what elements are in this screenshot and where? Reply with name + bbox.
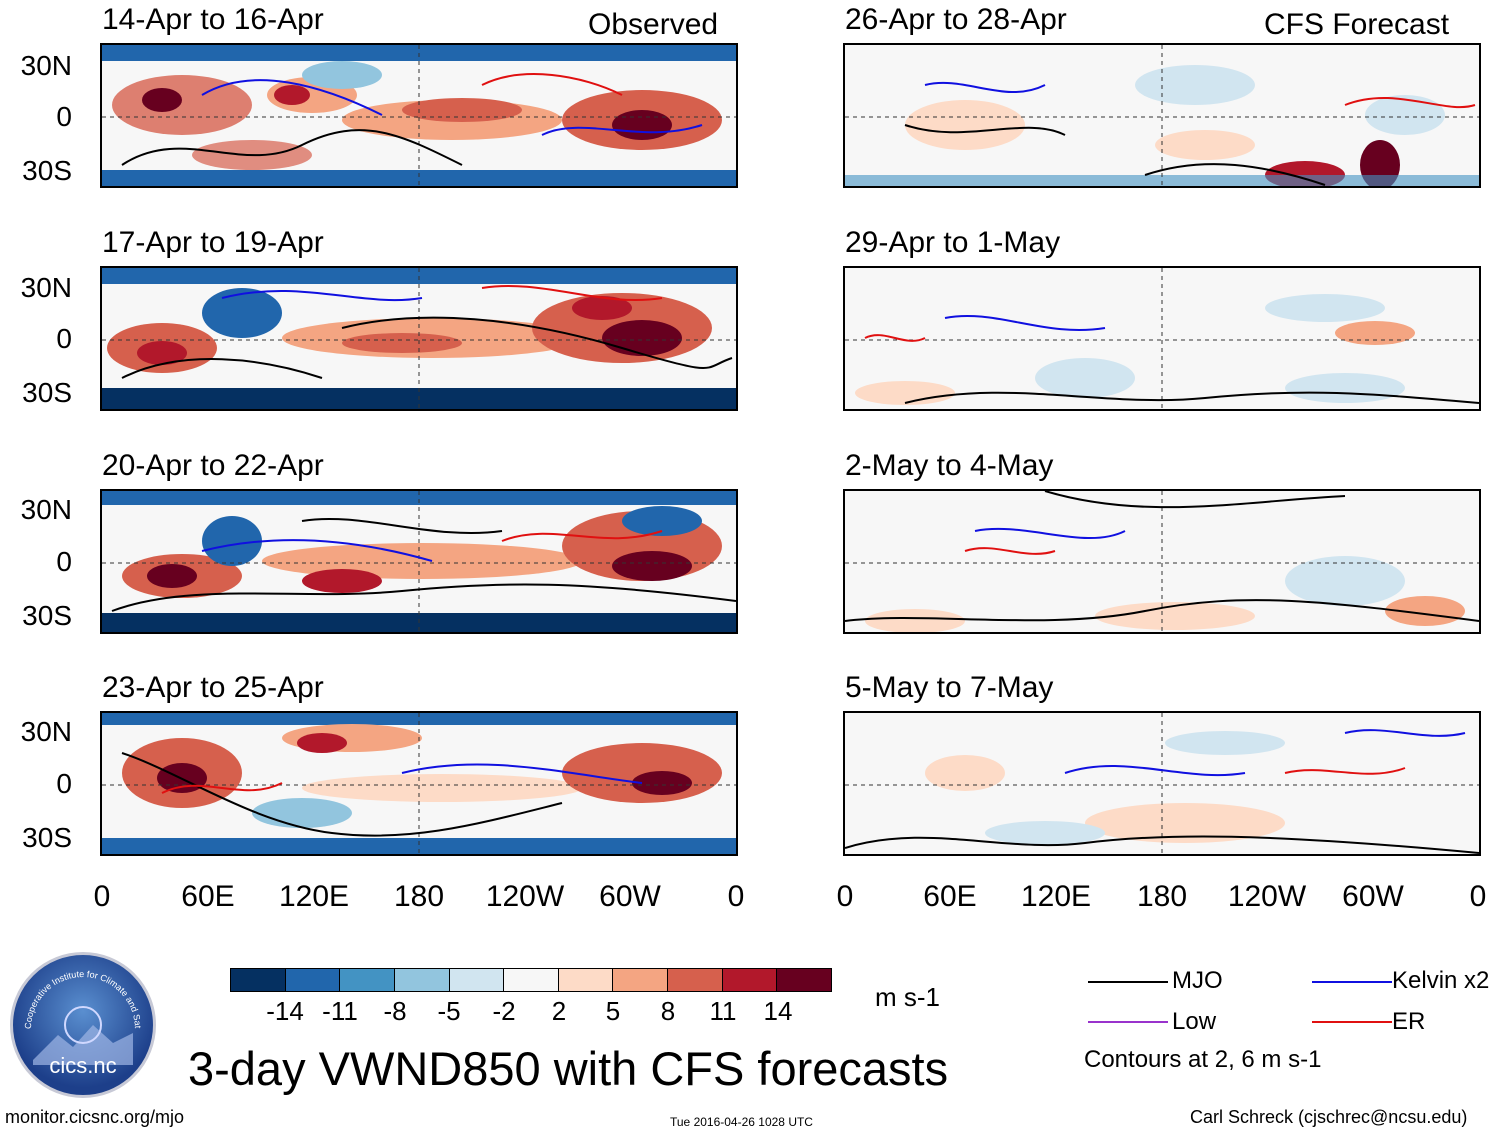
lon-label-60w: 60W bbox=[1342, 880, 1404, 913]
colorbar-swatch-4 bbox=[394, 969, 450, 991]
lat-label-30s: 30S bbox=[22, 155, 72, 186]
observed-label: Observed bbox=[588, 8, 719, 41]
observed-panel-title-3: 20-Apr to 22-Apr bbox=[102, 449, 324, 482]
lon-label-120e: 120E bbox=[278, 880, 350, 913]
forecast-label: CFS Forecast bbox=[1264, 8, 1450, 41]
lat-label-eq: 0 bbox=[56, 768, 72, 799]
colorbar-units: m s-1 bbox=[875, 982, 940, 1012]
colorbar-swatch-9 bbox=[668, 969, 723, 991]
lon-label-120e: 120E bbox=[1020, 880, 1092, 913]
legend-low-label: Low bbox=[1172, 1008, 1217, 1035]
cics-logo: Cooperative Institute for Climate and Sa… bbox=[10, 952, 156, 1098]
lon-label-0: 0 bbox=[1469, 880, 1487, 913]
observed-panel-title-4: 23-Apr to 25-Apr bbox=[102, 671, 324, 704]
colorbar-label: 2 bbox=[551, 996, 567, 1026]
forecast-panel-title-4: 5-May to 7-May bbox=[845, 671, 1054, 704]
colorbar bbox=[230, 968, 832, 992]
colorbar-label: 11 bbox=[709, 996, 737, 1026]
observed-map-3 bbox=[100, 489, 738, 634]
lat-label-eq: 0 bbox=[56, 101, 72, 132]
colorbar-label: -11 bbox=[322, 996, 358, 1026]
legend-low-line bbox=[1088, 1021, 1168, 1023]
main-title: 3-day VWND850 with CFS forecasts bbox=[188, 1042, 949, 1095]
lat-label-30n: 30N bbox=[20, 716, 72, 747]
logo-name: cics.nc bbox=[49, 1053, 117, 1078]
lon-label-60w: 60W bbox=[599, 880, 661, 913]
legend-contours-note: Contours at 2, 6 m s-1 bbox=[1084, 1046, 1322, 1073]
lon-label-180: 180 bbox=[1136, 880, 1188, 913]
legend-mjo-line bbox=[1088, 981, 1168, 983]
observed-map-1 bbox=[100, 43, 738, 188]
lon-label-120w: 120W bbox=[485, 880, 565, 913]
colorbar-label: -8 bbox=[383, 996, 407, 1026]
lat-label-30s: 30S bbox=[22, 600, 72, 631]
colorbar-swatch-10 bbox=[722, 969, 778, 991]
forecast-map-4 bbox=[843, 711, 1481, 856]
logo-arc-text: Cooperative Institute for Climate and Sa… bbox=[13, 955, 143, 1029]
legend-mjo-label: MJO bbox=[1172, 967, 1223, 994]
colorbar-label: 14 bbox=[763, 996, 793, 1026]
forecast-panel-title-1: 26-Apr to 28-Apr bbox=[845, 3, 1067, 36]
lon-label-180: 180 bbox=[393, 880, 445, 913]
footer-credit: Carl Schreck (cjschrec@ncsu.edu) bbox=[1190, 1107, 1468, 1127]
colorbar-swatch-2 bbox=[285, 969, 341, 991]
observed-panel-title-2: 17-Apr to 19-Apr bbox=[102, 226, 324, 259]
colorbar-swatch-6 bbox=[504, 969, 559, 991]
lat-label-30n: 30N bbox=[20, 494, 72, 525]
observed-panel-title-1: 14-Apr to 16-Apr bbox=[102, 3, 324, 36]
lat-label-30n: 30N bbox=[20, 272, 72, 303]
lon-label-120w: 120W bbox=[1227, 880, 1307, 913]
colorbar-label: 8 bbox=[660, 996, 676, 1026]
lat-label-eq: 0 bbox=[56, 546, 72, 577]
forecast-panel-title-2: 29-Apr to 1-May bbox=[845, 226, 1061, 259]
forecast-panel-title-3: 2-May to 4-May bbox=[845, 449, 1054, 482]
colorbar-label: -14 bbox=[266, 996, 304, 1026]
colorbar-label: -5 bbox=[437, 996, 461, 1026]
legend-er-line bbox=[1312, 1021, 1392, 1023]
forecast-map-2 bbox=[843, 266, 1481, 411]
svg-text:Cooperative Institute for Clim: Cooperative Institute for Climate and Sa… bbox=[13, 955, 143, 1029]
footer-timestamp: Tue 2016-04-26 1028 UTC bbox=[670, 1115, 813, 1129]
lon-label-60e: 60E bbox=[181, 880, 235, 913]
lon-label-0: 0 bbox=[836, 880, 854, 913]
forecast-map-3 bbox=[843, 489, 1481, 634]
colorbar-label: 5 bbox=[605, 996, 621, 1026]
colorbar-swatch-5 bbox=[449, 969, 505, 991]
legend-er-label: ER bbox=[1392, 1008, 1426, 1035]
colorbar-swatch-11 bbox=[777, 969, 832, 991]
lat-label-30s: 30S bbox=[22, 377, 72, 408]
lat-label-30s: 30S bbox=[22, 822, 72, 853]
observed-map-2 bbox=[100, 266, 738, 411]
colorbar-swatch-1 bbox=[231, 969, 286, 991]
colorbar-swatch-8 bbox=[613, 969, 669, 991]
lon-label-0: 0 bbox=[727, 880, 745, 913]
lat-label-30n: 30N bbox=[20, 50, 72, 81]
colorbar-swatch-7 bbox=[558, 969, 614, 991]
observed-map-4 bbox=[100, 711, 738, 856]
legend-kelvin-label: Kelvin x2 bbox=[1392, 967, 1490, 994]
footer-url[interactable]: monitor.cicsnc.org/mjo bbox=[5, 1107, 185, 1127]
colorbar-swatch-3 bbox=[340, 969, 395, 991]
lat-label-eq: 0 bbox=[56, 323, 72, 354]
colorbar-label: -2 bbox=[492, 996, 516, 1026]
lon-label-60e: 60E bbox=[923, 880, 977, 913]
forecast-map-1 bbox=[843, 43, 1481, 188]
lon-label-0: 0 bbox=[93, 880, 111, 913]
legend-kelvin-line bbox=[1312, 981, 1392, 983]
